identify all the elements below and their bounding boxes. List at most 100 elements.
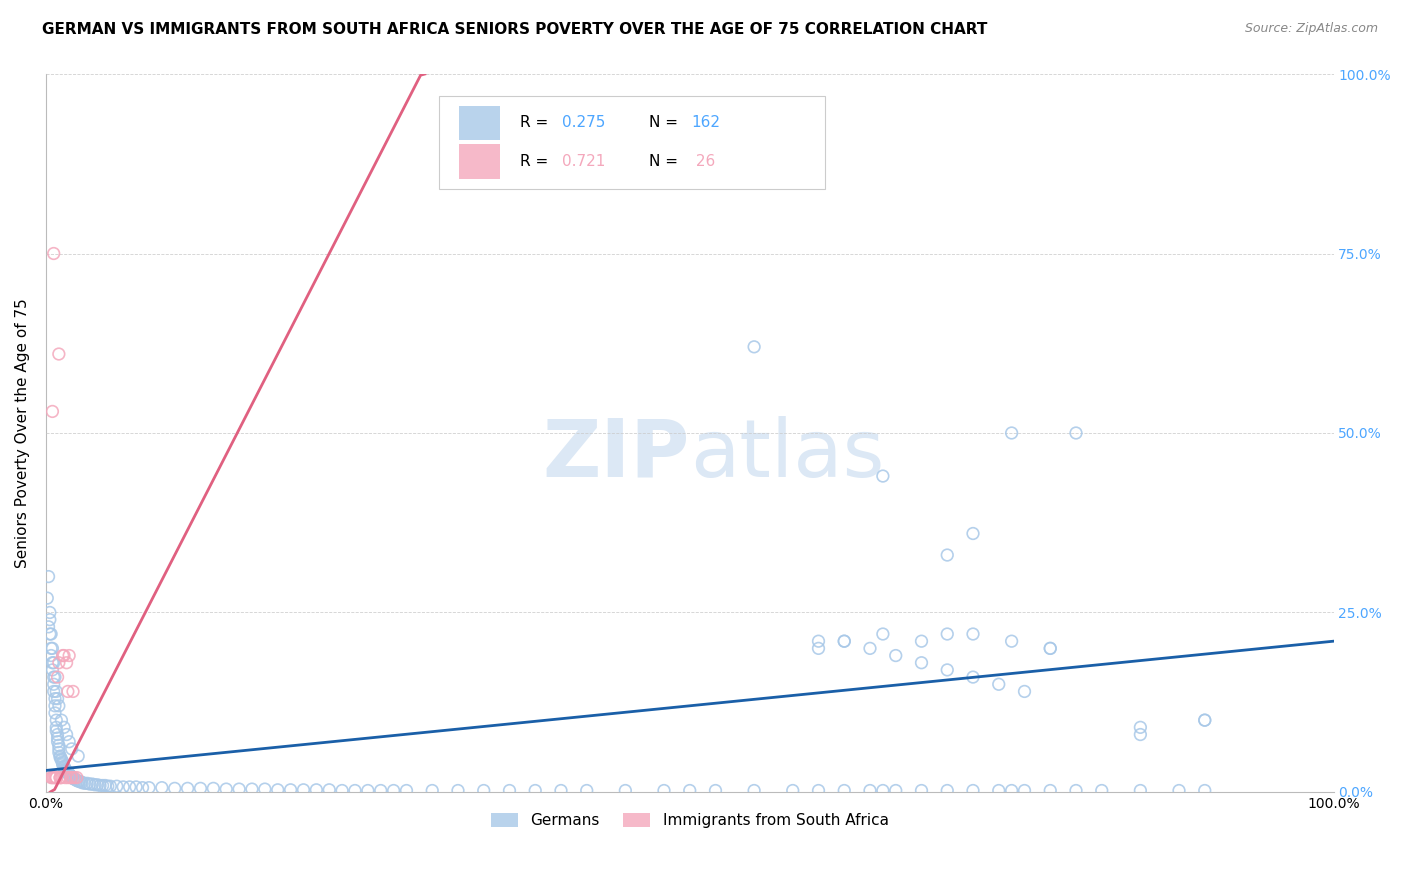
Point (58, 768, 80, 782)
Point (46, 670, 69, 684)
Point (44, 670, 66, 684)
Point (42, 771, 65, 785)
Point (63, 771, 86, 785)
Point (112, 780, 135, 794)
Point (292, 782, 315, 797)
Point (42, 656, 65, 670)
Point (202, 781, 225, 796)
Point (67, 774, 90, 789)
Point (52, 757, 75, 772)
Point (51, 752, 73, 766)
Point (45, 720, 67, 734)
Point (56, 765, 79, 780)
Point (807, 634, 830, 648)
Point (60, 771, 83, 785)
Point (69, 774, 91, 789)
Point (910, 783, 932, 797)
Point (962, 526, 984, 541)
Point (41, 663, 63, 677)
Point (228, 782, 250, 797)
Point (447, 783, 470, 797)
Point (936, 783, 959, 797)
Text: 0.275: 0.275 (562, 115, 606, 130)
Point (60, 742, 83, 756)
Point (48, 739, 70, 753)
Point (807, 783, 830, 797)
Point (55, 656, 77, 670)
Point (1129, 720, 1152, 734)
Point (56, 771, 79, 785)
Point (38, 627, 60, 641)
Point (76, 776, 98, 790)
Point (58, 735, 80, 749)
Point (37, 591, 59, 606)
Point (1064, 783, 1087, 797)
Point (987, 677, 1010, 691)
Point (45, 713, 67, 727)
Point (936, 663, 959, 677)
Text: 0.721: 0.721 (562, 154, 606, 169)
Point (59, 771, 82, 785)
Point (253, 782, 276, 797)
Point (44, 706, 66, 720)
Point (872, 783, 894, 797)
Point (267, 782, 290, 797)
Text: 26: 26 (690, 154, 716, 169)
Point (190, 781, 212, 796)
Point (42, 670, 65, 684)
Point (41, 656, 63, 670)
Point (859, 783, 882, 797)
Point (125, 780, 148, 794)
Point (73, 776, 96, 790)
Text: atlas: atlas (690, 416, 884, 493)
Point (45, 771, 67, 785)
Point (60, 771, 83, 785)
Point (48, 698, 70, 713)
Point (59, 768, 82, 782)
Point (910, 634, 932, 648)
Point (39, 641, 62, 656)
Point (1014, 783, 1036, 797)
Point (82, 777, 104, 791)
Point (45, 684, 67, 698)
Point (330, 783, 353, 797)
Point (49, 771, 72, 785)
Point (936, 548, 959, 562)
Point (280, 782, 302, 797)
Point (38, 613, 60, 627)
Point (91, 779, 114, 793)
Text: 162: 162 (690, 115, 720, 130)
Point (58, 648, 80, 663)
Point (44, 691, 66, 706)
Point (370, 783, 392, 797)
Point (83, 778, 105, 792)
Point (614, 783, 637, 797)
Text: Source: ZipAtlas.com: Source: ZipAtlas.com (1244, 22, 1378, 36)
Point (575, 783, 598, 797)
Point (52, 756, 75, 771)
Point (66, 773, 89, 788)
Point (53, 762, 76, 776)
Point (962, 783, 984, 797)
Point (215, 782, 238, 797)
Point (962, 670, 984, 684)
Point (42, 677, 65, 691)
Point (89, 779, 111, 793)
Point (118, 780, 141, 794)
Point (807, 641, 830, 656)
Point (1194, 783, 1216, 797)
Point (70, 775, 93, 789)
Point (49, 750, 72, 764)
Point (55, 764, 77, 779)
Point (150, 780, 173, 795)
Point (58, 767, 80, 781)
Point (343, 783, 366, 797)
Point (55, 764, 77, 779)
Text: R =: R = (520, 115, 553, 130)
Point (318, 782, 340, 797)
Point (395, 783, 418, 797)
Point (94, 779, 117, 793)
Point (60, 770, 83, 784)
Point (859, 641, 882, 656)
Point (45, 771, 67, 785)
